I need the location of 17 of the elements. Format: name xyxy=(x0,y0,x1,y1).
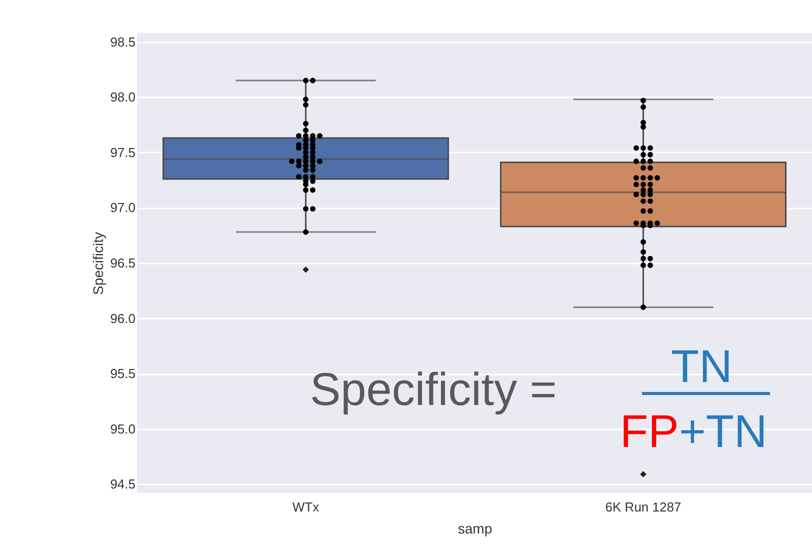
y-tick-label: 96.0 xyxy=(110,310,136,326)
x-tick-label: 6K Run 1287 xyxy=(605,500,682,514)
annotation: TN xyxy=(671,340,732,392)
x-axis-title: samp xyxy=(458,520,492,536)
x-tick-label: WTx xyxy=(292,500,320,514)
y-tick-label: 97.0 xyxy=(110,200,136,216)
y-tick-label: 95.0 xyxy=(110,421,136,436)
y-tick-label: 98.0 xyxy=(110,90,136,105)
y-tick-label: 97.5 xyxy=(110,144,136,160)
y-tick-label: 96.5 xyxy=(110,256,136,270)
annotation: +TN xyxy=(679,405,768,457)
annotation: Specificity = xyxy=(310,363,557,415)
y-tick-label: 98.5 xyxy=(110,34,136,50)
annotation: FP xyxy=(620,405,679,457)
y-tick-label: 95.5 xyxy=(110,366,136,382)
y-tick-label: 94.5 xyxy=(110,476,136,492)
y-axis-title: Specificity xyxy=(90,232,106,296)
